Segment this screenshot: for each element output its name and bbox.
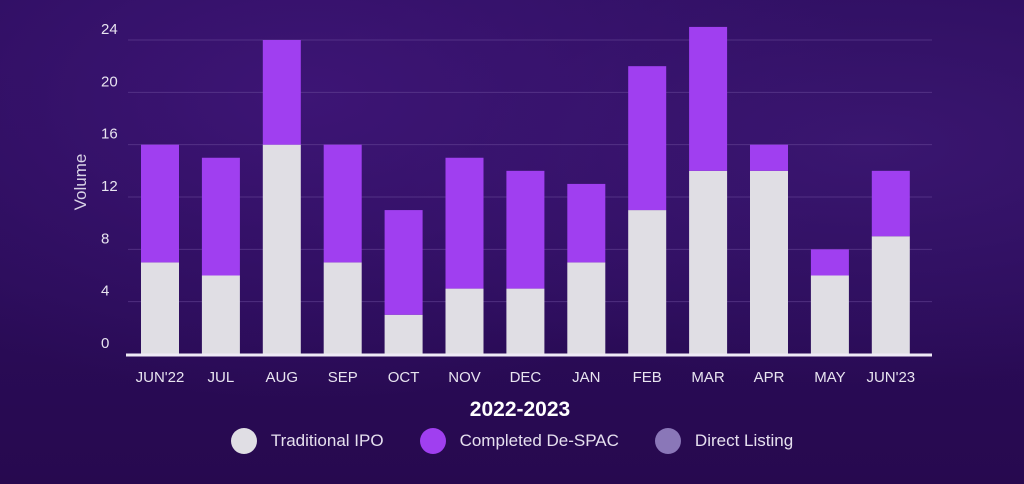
bar-feb-completed-de-spac[interactable] (628, 66, 667, 211)
x-tick-label-mar: MAR (691, 369, 725, 386)
x-tick-label-jun23: JUN'23 (866, 369, 915, 386)
legend-item-direct-listing[interactable]: Direct Listing (654, 428, 794, 454)
bar-may-completed-de-spac[interactable] (810, 249, 849, 276)
y-axis-label: Volume (71, 154, 90, 211)
bar-jun23-traditional-ipo[interactable] (871, 236, 910, 354)
y-tick-label-8: 8 (101, 230, 109, 247)
x-tick-label-dec: DEC (510, 369, 542, 386)
y-tick-label-16: 16 (101, 126, 118, 143)
bar-jun22-completed-de-spac[interactable] (141, 144, 179, 263)
legend-swatch-direct-listing (654, 428, 681, 454)
bar-jan-completed-de-spac[interactable] (567, 183, 606, 263)
legend-item-completed-de-spac[interactable]: Completed De-SPAC (419, 428, 619, 454)
bar-aug-traditional-ipo[interactable] (262, 144, 301, 354)
bar-oct-completed-de-spac[interactable] (384, 210, 423, 315)
bar-feb-traditional-ipo[interactable] (628, 210, 667, 354)
y-tick-label-4: 4 (101, 283, 109, 300)
bar-sep-traditional-ipo[interactable] (323, 262, 362, 354)
bar-oct-traditional-ipo[interactable] (384, 314, 423, 354)
legend-label-completed-de-spac: Completed De-SPAC (459, 431, 619, 450)
bar-sep-completed-de-spac[interactable] (323, 144, 362, 263)
x-tick-label-sep: SEP (328, 369, 358, 386)
x-tick-label-apr: APR (754, 369, 785, 386)
legend-label-direct-listing: Direct Listing (694, 431, 794, 450)
bar-jan-traditional-ipo[interactable] (567, 262, 606, 354)
bar-mar-traditional-ipo[interactable] (689, 170, 728, 354)
bar-nov-traditional-ipo[interactable] (445, 288, 484, 354)
x-axis-title: 2022-2023 (470, 398, 570, 421)
bar-apr-traditional-ipo[interactable] (750, 170, 788, 354)
y-tick-label-24: 24 (101, 21, 118, 38)
legend: Traditional IPO Completed De-SPAC Direct… (0, 428, 1024, 454)
x-tick-label-aug: AUG (266, 369, 299, 386)
legend-swatch-traditional-ipo (230, 428, 257, 454)
x-tick-label-jan: JAN (572, 369, 600, 386)
bar-jun22-traditional-ipo[interactable] (141, 262, 179, 354)
bar-jul-completed-de-spac[interactable] (201, 157, 240, 276)
x-tick-label-nov: NOV (448, 369, 481, 386)
legend-label-traditional-ipo: Traditional IPO (270, 431, 384, 450)
x-tick-label-jul: JUL (208, 369, 235, 386)
bar-jun23-completed-de-spac[interactable] (871, 170, 910, 237)
bar-dec-traditional-ipo[interactable] (506, 288, 545, 354)
bar-mar-completed-de-spac[interactable] (689, 26, 728, 171)
bar-dec-completed-de-spac[interactable] (506, 170, 545, 289)
y-tick-label-0: 0 (101, 335, 109, 352)
x-tick-label-may: MAY (814, 369, 845, 386)
legend-item-traditional-ipo[interactable]: Traditional IPO (230, 428, 384, 454)
y-tick-label-20: 20 (101, 73, 118, 90)
y-tick-label-12: 12 (101, 178, 118, 195)
x-tick-label-jun22: JUN'22 (136, 369, 185, 386)
bar-aug-completed-de-spac[interactable] (262, 40, 301, 145)
bar-may-traditional-ipo[interactable] (810, 275, 849, 355)
x-tick-label-oct: OCT (388, 369, 420, 386)
bar-apr-completed-de-spac[interactable] (750, 144, 788, 171)
bar-nov-completed-de-spac[interactable] (445, 157, 484, 289)
bar-jul-traditional-ipo[interactable] (201, 275, 240, 355)
x-tick-label-feb: FEB (633, 369, 662, 386)
legend-swatch-completed-de-spac (419, 428, 446, 454)
